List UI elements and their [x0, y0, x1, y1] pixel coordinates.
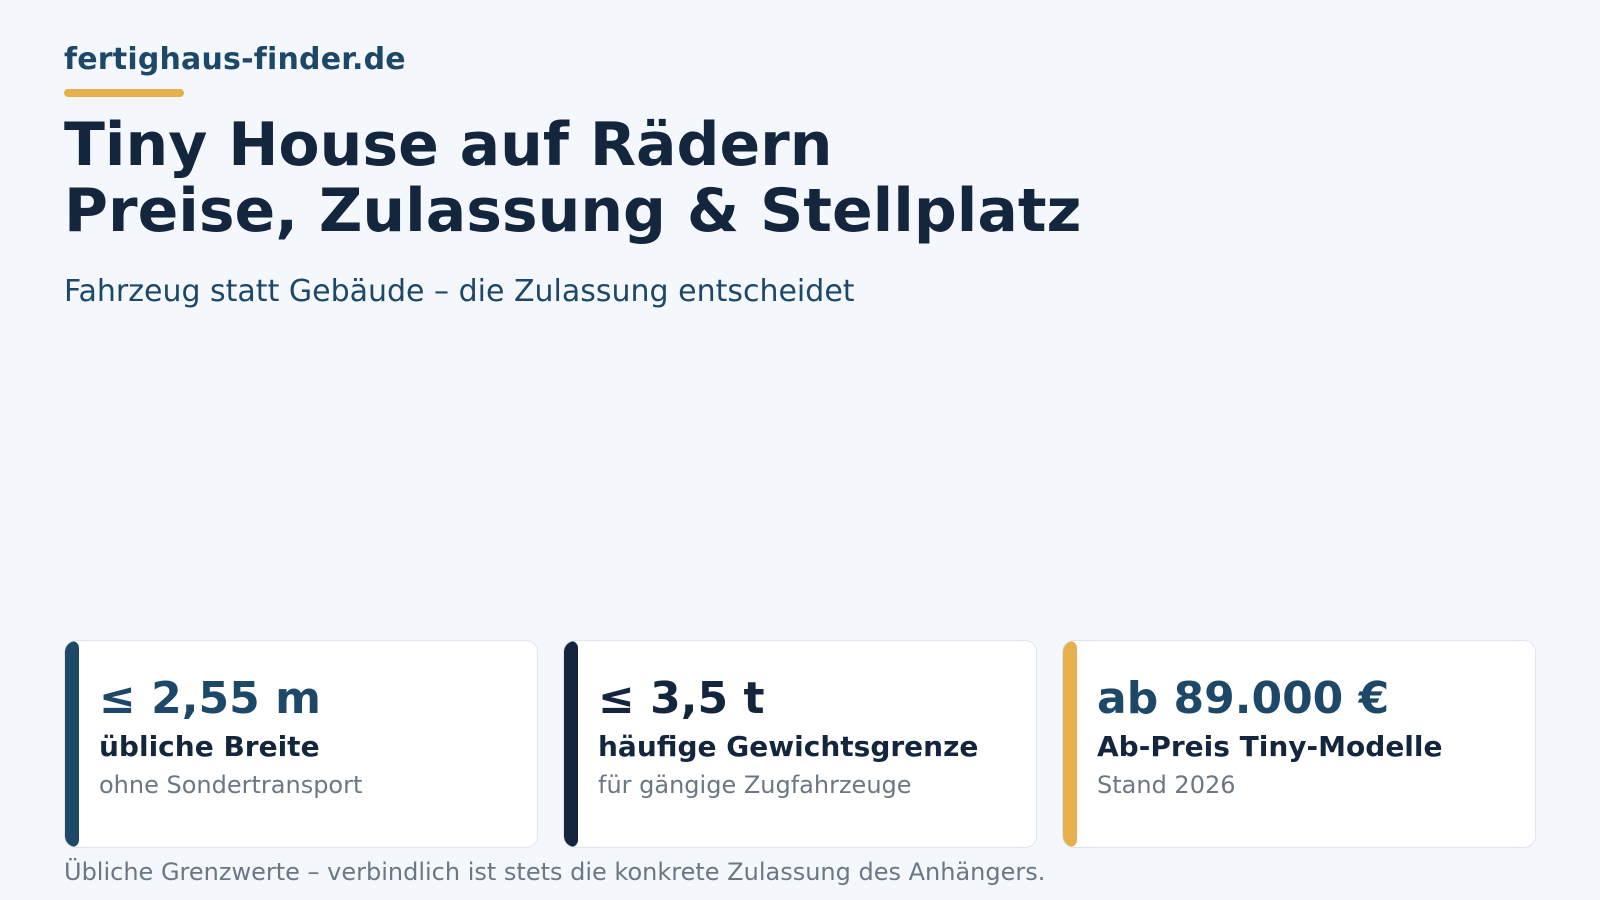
page-title-line-2: Preise, Zulassung & Stellplatz [64, 176, 1082, 246]
page-title: Tiny House auf Rädern Preise, Zulassung … [64, 112, 1081, 244]
page-title-line-1: Tiny House auf Rädern [64, 110, 833, 180]
page-subtitle: Fahrzeug statt Gebäude – die Zulassung e… [64, 274, 855, 309]
stat-cards: ≤ 2,55 m übliche Breite ohne Sondertrans… [64, 640, 1536, 850]
stat-card-label: häufige Gewichtsgrenze [598, 730, 979, 763]
stat-card-accent-bar [65, 641, 79, 847]
site-brand: fertighaus-finder.de [64, 42, 406, 77]
footnote: Übliche Grenzwerte – verbindlich ist ste… [64, 858, 1046, 886]
stat-card-note: Stand 2026 [1097, 771, 1236, 799]
stat-card-value: ab 89.000 € [1097, 673, 1390, 724]
stat-card-note: für gängige Zugfahrzeuge [598, 771, 912, 799]
stat-card-weight: ≤ 3,5 t häufige Gewichtsgrenze für gängi… [563, 640, 1037, 848]
stat-card-accent-bar [564, 641, 578, 847]
stat-card-width: ≤ 2,55 m übliche Breite ohne Sondertrans… [64, 640, 538, 848]
stat-card-label: Ab-Preis Tiny-Modelle [1097, 730, 1443, 763]
stat-card-value: ≤ 2,55 m [99, 673, 321, 724]
brand-underline [64, 89, 184, 97]
stat-card-note: ohne Sondertransport [99, 771, 363, 799]
stat-card-accent-bar [1063, 641, 1077, 847]
stat-card-value: ≤ 3,5 t [598, 673, 765, 724]
stat-card-price: ab 89.000 € Ab-Preis Tiny-Modelle Stand … [1062, 640, 1536, 848]
stat-card-label: übliche Breite [99, 730, 320, 763]
